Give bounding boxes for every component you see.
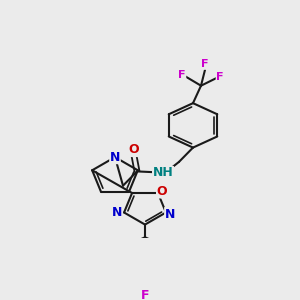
Text: O: O xyxy=(157,185,167,198)
Text: N: N xyxy=(110,151,120,164)
Text: O: O xyxy=(129,143,139,157)
Text: N: N xyxy=(165,208,175,220)
Text: N: N xyxy=(112,206,122,219)
Text: F: F xyxy=(178,70,186,80)
Text: NH: NH xyxy=(153,167,173,179)
Text: F: F xyxy=(201,59,209,69)
Text: F: F xyxy=(216,72,224,82)
Text: F: F xyxy=(141,289,149,300)
